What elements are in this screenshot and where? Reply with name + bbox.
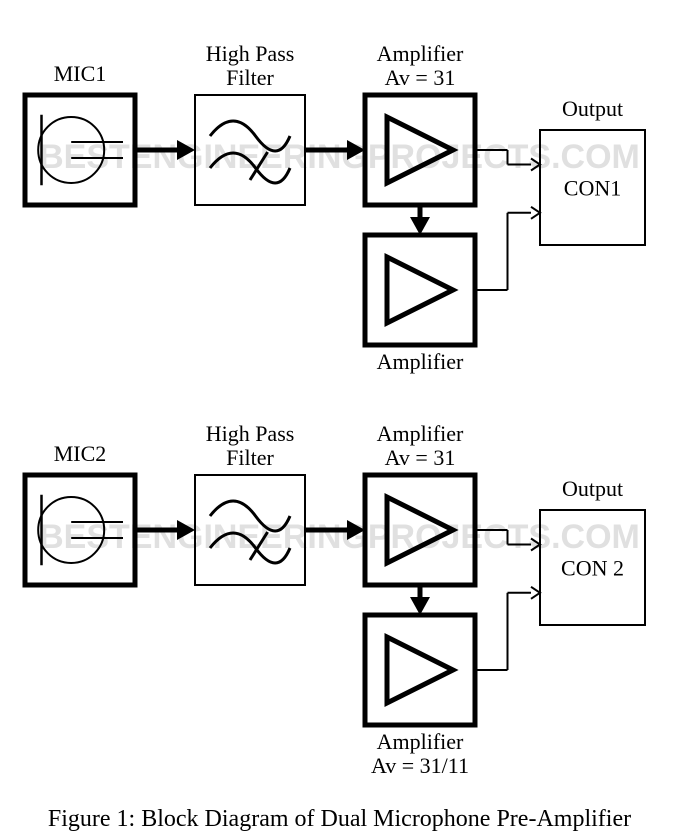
figure-caption: Figure 1: Block Diagram of Dual Micropho…	[48, 806, 631, 832]
amp1-label: Amplifier	[377, 41, 464, 66]
mic-label: MIC2	[54, 441, 107, 466]
filter-label: High Pass	[206, 421, 295, 446]
filter-label: Filter	[226, 65, 274, 90]
amp2-label: Amplifier	[377, 729, 464, 754]
mic-label: MIC1	[54, 61, 107, 86]
amp2-label: Amplifier	[377, 349, 464, 374]
filter-label: High Pass	[206, 41, 295, 66]
amp1-label: Av = 31	[385, 65, 456, 90]
watermark: BESTENGINEERINGPROJECTS.COM	[39, 138, 640, 176]
out-label: Output	[562, 476, 623, 501]
amp1-label: Amplifier	[377, 421, 464, 446]
out-name: CON1	[564, 176, 621, 201]
amp1-label: Av = 31	[385, 445, 456, 470]
filter-label: Filter	[226, 445, 274, 470]
out-name: CON 2	[561, 556, 624, 581]
amp2-label: Av = 31/11	[371, 753, 469, 778]
watermark: BESTENGINEERINGPROJECTS.COM	[39, 518, 640, 556]
out-label: Output	[562, 96, 623, 121]
